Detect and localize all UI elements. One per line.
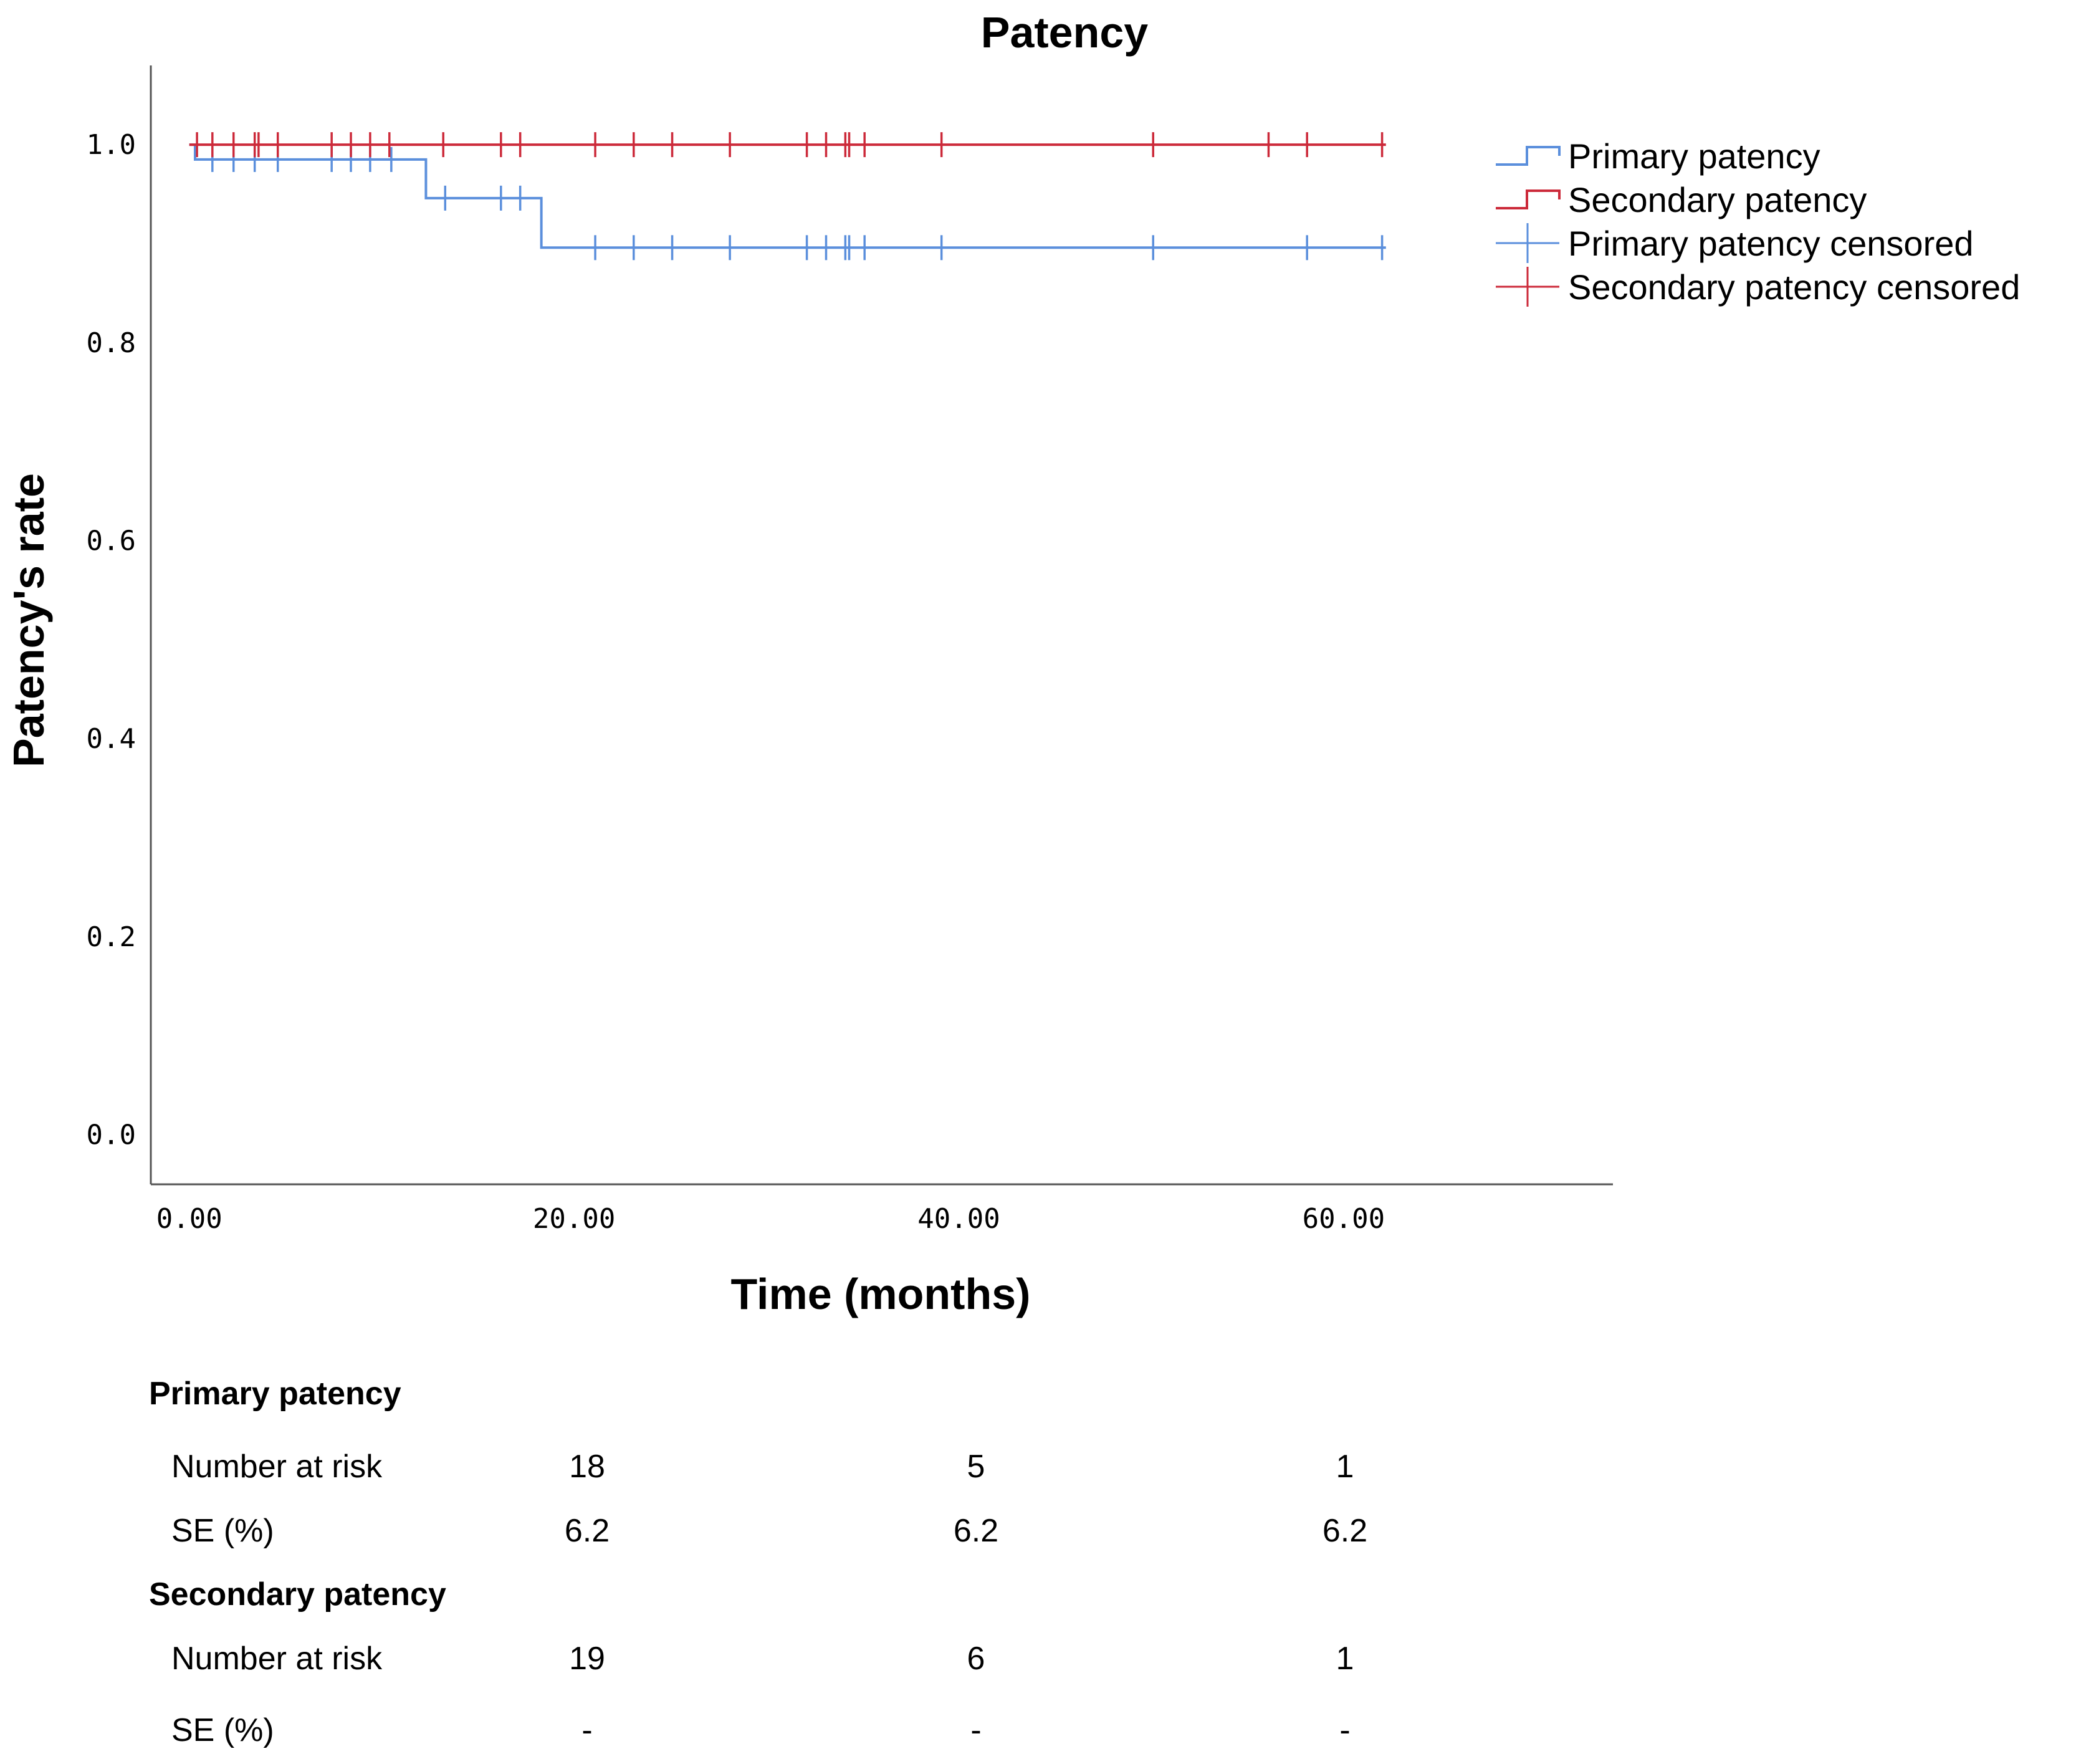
- y-tick-label: 0.2: [87, 921, 136, 953]
- legend-item: Primary patency: [1496, 137, 1820, 176]
- legend-label: Primary patency: [1568, 137, 1820, 176]
- legend-step-swatch: [1496, 146, 1561, 166]
- x-tick-label: 40.00: [917, 1203, 1000, 1235]
- y-tick-label: 0.0: [87, 1119, 136, 1151]
- legend-label: Secondary patency: [1568, 180, 1867, 219]
- legend-item: Secondary patency: [1496, 180, 1867, 219]
- x-tick-label: 20.00: [533, 1203, 615, 1235]
- legend-item: Secondary patency censored: [1496, 267, 2020, 307]
- x-tick-label: 0.00: [156, 1203, 222, 1235]
- y-tick-label: 0.6: [87, 525, 136, 557]
- series-primary: [189, 143, 1386, 261]
- y-tick-label: 0.8: [87, 327, 136, 359]
- legend-label: Primary patency censored: [1568, 224, 1974, 263]
- legend-step-swatch: [1496, 189, 1561, 209]
- y-tick-label: 0.4: [87, 723, 136, 755]
- plot-axes: 0.0 0.2 0.4 0.6 0.8 1.0 0.00 20.00 40.00 60.00: [87, 65, 1613, 1235]
- series-secondary: [189, 132, 1386, 158]
- y-tick-label: 1.0: [87, 129, 136, 161]
- x-tick-label: 60.00: [1303, 1203, 1385, 1235]
- survival-step-line: [189, 143, 1386, 249]
- legend-label: Secondary patency censored: [1568, 267, 2020, 307]
- chart-title: Patency: [981, 8, 1149, 57]
- legend-item: Primary patency censored: [1496, 223, 1974, 263]
- series-layer: [189, 132, 1386, 261]
- x-axis-title: Time (months): [731, 1270, 1031, 1318]
- legend: Primary patency Secondary patency Primary …: [1496, 137, 2020, 307]
- y-axis-title: Patency's rate: [4, 473, 53, 767]
